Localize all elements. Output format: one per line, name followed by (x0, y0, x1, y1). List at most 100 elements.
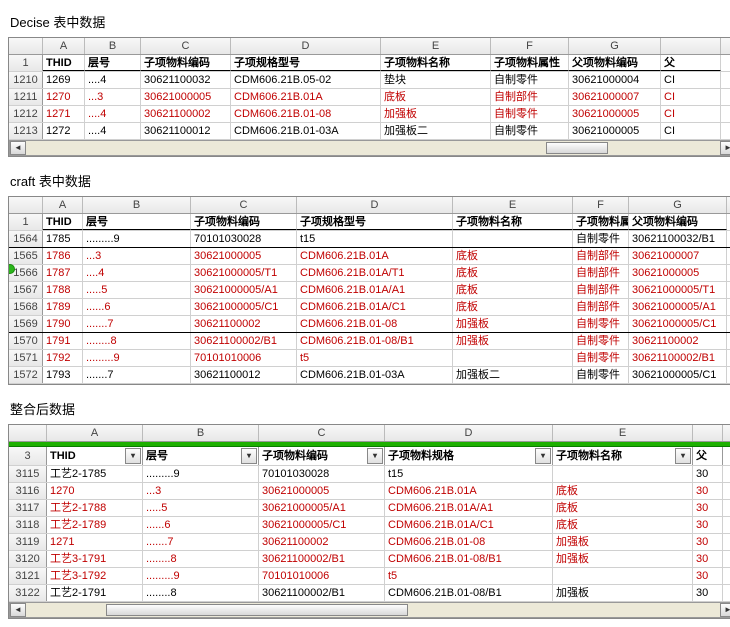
row-number[interactable]: 1570 (9, 333, 43, 349)
cell[interactable]: 底板 (453, 299, 573, 315)
cell[interactable]: 30 (693, 483, 723, 499)
cell[interactable]: 工艺2-1789 (47, 517, 143, 533)
cell[interactable]: 垫块 (381, 72, 491, 88)
cell[interactable]: 底板 (553, 483, 693, 499)
cell[interactable]: 1272 (43, 123, 85, 139)
cell[interactable]: 底板 (553, 517, 693, 533)
cell[interactable]: 加强板二 (381, 123, 491, 139)
col-letter[interactable]: C (191, 197, 297, 213)
horizontal-scrollbar[interactable]: ◄► (9, 602, 730, 618)
cell[interactable]: 30621000004 (569, 72, 661, 88)
column-header[interactable]: 父项物料编码 (569, 55, 661, 71)
cell[interactable]: 30 (693, 517, 723, 533)
column-header[interactable]: 子项物料编码 (141, 55, 231, 71)
filter-dropdown-button[interactable]: ▾ (241, 448, 257, 464)
column-header[interactable]: 子项物料属 (573, 214, 629, 230)
col-letter[interactable]: C (141, 38, 231, 54)
cell[interactable]: CDM606.21B.01A (385, 483, 553, 499)
column-header[interactable]: 父 (661, 55, 721, 71)
cell[interactable]: CDM606.21B.05-02 (231, 72, 381, 88)
row-number[interactable]: 3122 (9, 585, 47, 601)
cell[interactable]: CDM606.21B.01A/C1 (297, 299, 453, 315)
cell[interactable]: 30621000007 (569, 89, 661, 105)
scroll-right-button[interactable]: ► (720, 141, 730, 155)
scroll-left-button[interactable]: ◄ (10, 603, 26, 617)
cell[interactable]: 自制部件 (573, 299, 629, 315)
cell[interactable]: .........9 (143, 466, 259, 482)
cell[interactable]: 底板 (453, 282, 573, 298)
filter-header[interactable]: 父 (693, 447, 723, 465)
column-header[interactable]: 父项物料编码 (629, 214, 727, 230)
filter-header[interactable]: 层号▾ (143, 447, 259, 465)
cell[interactable]: 30621000005/C1 (191, 299, 297, 315)
cell[interactable]: 30621100012 (141, 123, 231, 139)
filter-header[interactable]: 子项物料名称▾ (553, 447, 693, 465)
col-letter[interactable] (693, 425, 723, 441)
column-header[interactable]: 子项物料名称 (381, 55, 491, 71)
filter-dropdown-button[interactable]: ▾ (125, 448, 141, 464)
column-header[interactable]: 子项规格型号 (297, 214, 453, 230)
row-number[interactable]: 1565 (9, 248, 43, 264)
cell[interactable]: 自制零件 (491, 106, 569, 122)
cell[interactable]: 30621000005/C1 (259, 517, 385, 533)
cell[interactable]: 工艺3-1792 (47, 568, 143, 584)
col-letter[interactable]: E (553, 425, 693, 441)
cell[interactable]: 30621100032/B1 (629, 231, 727, 247)
col-letter[interactable]: A (43, 38, 85, 54)
col-letter[interactable]: B (143, 425, 259, 441)
row-number[interactable]: 1213 (9, 123, 43, 139)
cell[interactable]: 自制部件 (573, 265, 629, 281)
cell[interactable]: 1269 (43, 72, 85, 88)
cell[interactable]: 30621000007 (629, 248, 727, 264)
col-letter[interactable] (9, 197, 43, 213)
cell[interactable]: 30621000005/C1 (629, 367, 727, 383)
cell[interactable]: t5 (385, 568, 553, 584)
cell[interactable]: ....4 (85, 72, 141, 88)
cell[interactable]: .....5 (143, 500, 259, 516)
row-number[interactable]: 3121 (9, 568, 47, 584)
row-number[interactable]: 1572 (9, 367, 43, 383)
row-number[interactable]: 1 (9, 55, 43, 71)
cell[interactable]: 30621100002/B1 (191, 333, 297, 349)
cell[interactable]: t15 (385, 466, 553, 482)
cell[interactable]: 底板 (453, 265, 573, 281)
cell[interactable]: 1270 (47, 483, 143, 499)
cell[interactable]: 30 (693, 466, 723, 482)
scroll-track[interactable] (26, 142, 720, 154)
cell[interactable]: 30621000005/A1 (191, 282, 297, 298)
cell[interactable]: CDM606.21B.01A/A1 (385, 500, 553, 516)
cell[interactable]: CDM606.21B.01-08 (231, 106, 381, 122)
cell[interactable]: 1790 (43, 316, 83, 332)
horizontal-scrollbar[interactable]: ◄► (9, 140, 730, 156)
cell[interactable]: 自制零件 (573, 231, 629, 247)
column-header[interactable]: 子项物料属性 (491, 55, 569, 71)
row-number[interactable]: 3 (9, 447, 47, 465)
cell[interactable]: 自制部件 (573, 248, 629, 264)
cell[interactable]: 工艺2-1788 (47, 500, 143, 516)
cell[interactable]: 30621100012 (191, 367, 297, 383)
cell[interactable]: 30 (693, 500, 723, 516)
scroll-thumb[interactable] (546, 142, 608, 154)
cell[interactable]: 30621100002 (629, 333, 727, 349)
cell[interactable]: CI (661, 89, 721, 105)
cell[interactable]: 30621100002/B1 (629, 350, 727, 366)
cell[interactable]: CI (661, 72, 721, 88)
row-number[interactable]: 3116 (9, 483, 47, 499)
cell[interactable]: 30621100002 (141, 106, 231, 122)
cell[interactable]: 30621000005 (629, 265, 727, 281)
scroll-track[interactable] (26, 604, 720, 616)
cell[interactable]: ....4 (85, 123, 141, 139)
cell[interactable]: .........9 (83, 231, 191, 247)
cell[interactable]: CDM606.21B.01-08 (297, 316, 453, 332)
col-letter[interactable] (661, 38, 721, 54)
cell[interactable] (553, 568, 693, 584)
col-letter[interactable]: E (381, 38, 491, 54)
row-number[interactable]: 1211 (9, 89, 43, 105)
cell[interactable]: 30621000005/C1 (629, 316, 727, 332)
row-number[interactable]: 1569 (9, 316, 43, 332)
row-number[interactable]: 3118 (9, 517, 47, 533)
cell[interactable]: 自制零件 (573, 367, 629, 383)
row-number[interactable]: 1568 (9, 299, 43, 315)
column-header[interactable]: 子项物料名称 (453, 214, 573, 230)
cell[interactable]: 底板 (553, 500, 693, 516)
